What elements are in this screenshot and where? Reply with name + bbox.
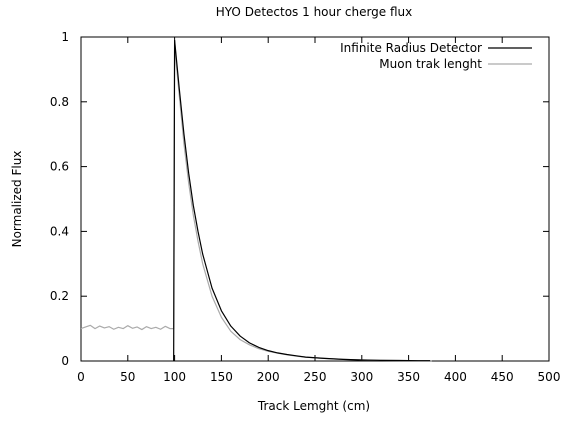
x-tick-label: 450 [491,370,514,384]
y-tick-label: 0.4 [50,224,69,238]
chart-title: HYO Detectos 1 hour cherge flux [216,5,413,19]
axis-ticks: 0 50 100 150 200 250 300 350 400 450 500 0 0.2 0.4 0.6… [50,30,561,384]
x-tick-label: 350 [397,370,420,384]
legend-label-infinite-radius-detector: Infinite Radius Detector [340,41,482,55]
legend: Infinite Radius Detector Muon trak lengh… [340,41,532,71]
x-tick-label: 250 [304,370,327,384]
series-layer [80,39,432,362]
x-tick-label: 0 [77,370,85,384]
legend-label-muon-trak-lenght: Muon trak lenght [379,57,482,71]
x-tick-label: 400 [444,370,467,384]
series-line-muon-trak-lenght [80,39,432,362]
x-tick-label: 200 [257,370,280,384]
y-tick-label: 0.8 [50,95,69,109]
x-tick-label: 50 [120,370,135,384]
x-tick-label: 500 [538,370,561,384]
y-tick-label: 0 [61,354,69,368]
x-tick-label: 150 [210,370,233,384]
series-line-infinite-radius-detector [173,39,431,362]
y-axis-label: Normalized Flux [10,151,24,248]
x-axis-label: Track Lemght (cm) [257,399,370,413]
y-tick-label: 0.2 [50,289,69,303]
x-tick-label: 300 [350,370,373,384]
y-tick-label: 0.6 [50,160,69,174]
x-tick-label: 100 [163,370,186,384]
y-tick-label: 1 [61,30,69,44]
plot-frame [80,36,550,362]
